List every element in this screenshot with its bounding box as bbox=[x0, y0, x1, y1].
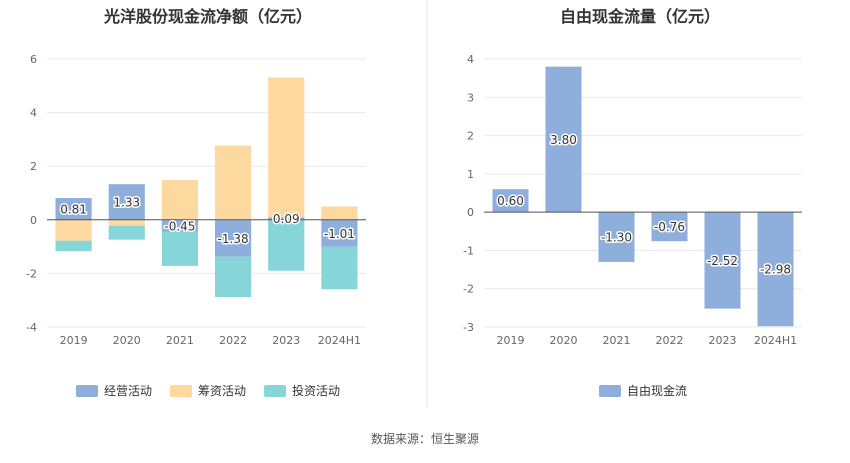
bar-经营活动-2024H1 bbox=[321, 219, 358, 247]
data-label: -1.30 bbox=[601, 231, 632, 245]
bar-经营活动-2019 bbox=[55, 198, 92, 220]
bar-筹资活动-2020 bbox=[108, 219, 145, 226]
chart-title: 自由现金流量（亿元） bbox=[560, 7, 720, 26]
data-label: -0.45 bbox=[164, 219, 195, 233]
x-tick-label: 2020 bbox=[550, 334, 578, 347]
x-tick-label: 2021 bbox=[603, 334, 631, 347]
y-tick-label: 0 bbox=[467, 206, 474, 219]
y-tick-label: 1 bbox=[467, 168, 474, 181]
bar-筹资活动-2024H1 bbox=[321, 206, 358, 220]
bar-筹资活动-2019 bbox=[55, 219, 92, 241]
x-tick-label: 2021 bbox=[166, 334, 194, 347]
y-tick-label: 4 bbox=[467, 53, 474, 66]
legend-label: 自由现金流 bbox=[627, 383, 687, 398]
legend-item-筹资活动[interactable]: 筹资活动 bbox=[170, 384, 246, 398]
x-tick-label: 2019 bbox=[60, 334, 88, 347]
y-tick-label: 0 bbox=[30, 214, 37, 227]
free-cashflow-chart: 自由现金流量（亿元） -3 -2 -1 0 1 2 3 4 2019 2020 2021 2022 202… bbox=[463, 7, 802, 398]
legend-swatch bbox=[264, 385, 286, 397]
bar-经营活动-2021 bbox=[161, 219, 198, 232]
bar-投资活动-2020 bbox=[108, 225, 145, 240]
bar-筹资活动-2021 bbox=[161, 180, 198, 220]
y-tick-label: -3 bbox=[463, 321, 474, 334]
legend-item-自由现金流[interactable]: 自由现金流 bbox=[599, 383, 687, 398]
data-label: 0.60 bbox=[497, 194, 524, 208]
y-tick-label: 4 bbox=[30, 107, 37, 120]
x-tick-label: 2024H1 bbox=[318, 334, 361, 347]
legend-label: 经营活动 bbox=[104, 384, 152, 398]
legend-label: 投资活动 bbox=[292, 383, 340, 398]
data-label: -0.76 bbox=[654, 220, 685, 234]
data-label: -1.38 bbox=[218, 232, 249, 246]
data-label: -1.01 bbox=[324, 227, 355, 241]
y-tick-label: 3 bbox=[467, 91, 474, 104]
bar-经营活动-2020 bbox=[108, 184, 145, 220]
data-label: 0.81 bbox=[60, 202, 87, 216]
bar-自由现金流-2020 bbox=[545, 66, 582, 213]
bar-投资活动-2024H1 bbox=[321, 246, 358, 290]
bar-筹资活动-2023 bbox=[268, 77, 305, 218]
legend-item-经营活动[interactable]: 经营活动 bbox=[76, 384, 152, 398]
legend-swatch bbox=[599, 385, 621, 397]
y-tick-label: -2 bbox=[26, 267, 37, 280]
cashflow-chart: 光洋股份现金流净额（亿元） -4 -2 0 2 4 6 2019 2020 2021 2022 202… bbox=[26, 7, 366, 398]
bar-自由现金流-2024H1 bbox=[757, 212, 794, 327]
bar-投资活动-2022 bbox=[215, 256, 252, 297]
y-tick-label: 6 bbox=[30, 53, 37, 66]
x-tick-label: 2024H1 bbox=[754, 334, 797, 347]
source-note: 数据来源：恒生聚源 bbox=[371, 431, 479, 446]
x-tick-label: 2023 bbox=[272, 334, 300, 347]
data-label: 3.80 bbox=[550, 133, 577, 147]
data-label: -2.52 bbox=[707, 254, 738, 268]
chart-title: 光洋股份现金流净额（亿元） bbox=[103, 7, 312, 26]
bar-自由现金流-2022 bbox=[651, 212, 688, 242]
data-label: 1.33 bbox=[113, 195, 140, 209]
legend-item-投资活动[interactable]: 投资活动 bbox=[264, 383, 340, 398]
x-tick-label: 2022 bbox=[219, 334, 247, 347]
bar-筹资活动-2022 bbox=[215, 145, 252, 220]
legend-swatch bbox=[76, 385, 98, 397]
legend-label: 筹资活动 bbox=[198, 384, 246, 398]
y-tick-label: 2 bbox=[467, 130, 474, 143]
bar-自由现金流-2023 bbox=[704, 212, 741, 309]
x-tick-label: 2023 bbox=[709, 334, 737, 347]
bar-投资活动-2023 bbox=[268, 219, 305, 271]
bar-自由现金流-2021 bbox=[598, 212, 635, 262]
bar-自由现金流-2019 bbox=[492, 189, 529, 213]
data-label: -2.98 bbox=[760, 263, 791, 277]
y-tick-label: -1 bbox=[463, 244, 474, 257]
y-tick-label: -4 bbox=[26, 321, 37, 334]
bar-投资活动-2019 bbox=[55, 240, 92, 252]
x-tick-label: 2022 bbox=[656, 334, 684, 347]
y-tick-label: -2 bbox=[463, 283, 474, 296]
bar-投资活动-2021 bbox=[161, 231, 198, 266]
bar-经营活动-2022 bbox=[215, 219, 252, 257]
data-label: 0.09 bbox=[273, 212, 300, 226]
bar-经营活动-2023 bbox=[268, 217, 305, 220]
x-tick-label: 2020 bbox=[113, 334, 141, 347]
legend-swatch bbox=[170, 385, 192, 397]
x-tick-label: 2019 bbox=[497, 334, 525, 347]
y-tick-label: 2 bbox=[30, 160, 37, 173]
